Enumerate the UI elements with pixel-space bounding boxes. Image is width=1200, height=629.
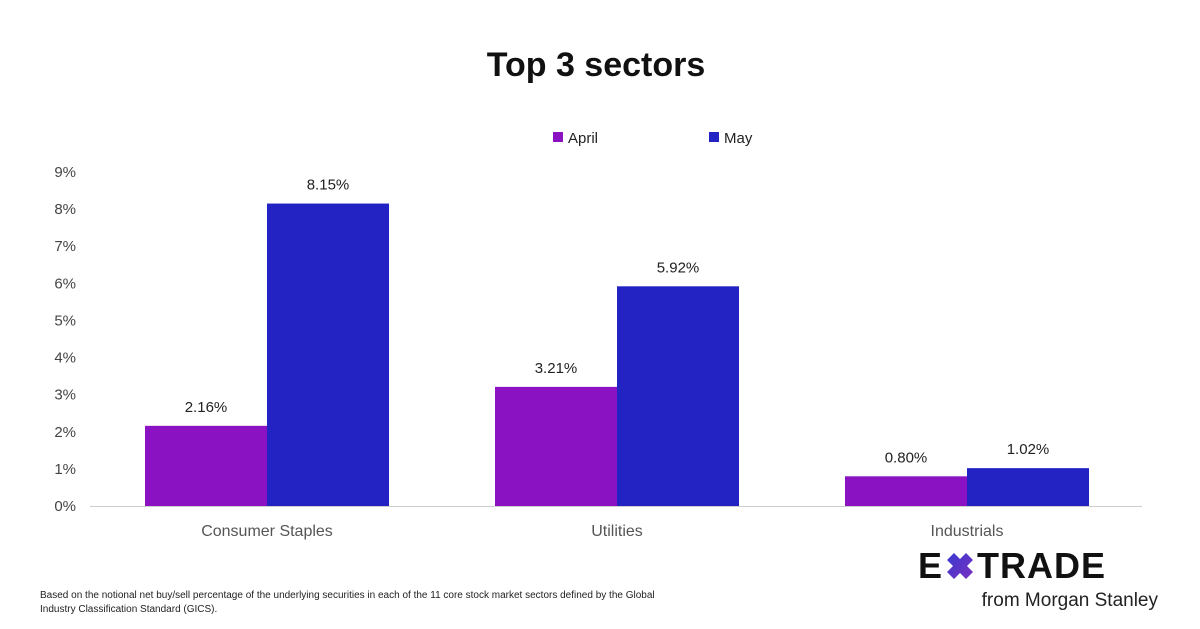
legend-label-april: April xyxy=(568,130,598,147)
legend-swatch-may xyxy=(709,132,719,142)
x-tick-label: Industrials xyxy=(931,523,1004,540)
bar-may xyxy=(967,468,1089,506)
brand-wordmark: E TRADE xyxy=(918,546,1162,586)
y-tick-label: 4% xyxy=(54,350,76,367)
y-tick-label: 6% xyxy=(54,275,76,292)
y-tick-label: 7% xyxy=(54,238,76,255)
brand-suffix: TRADE xyxy=(977,545,1107,586)
x-tick-label: Consumer Staples xyxy=(201,523,333,540)
data-label: 2.16% xyxy=(185,399,228,416)
brand-prefix: E xyxy=(918,545,944,586)
y-tick-label: 5% xyxy=(54,312,76,329)
data-label: 1.02% xyxy=(1007,441,1050,458)
legend-label-may: May xyxy=(724,130,753,147)
y-tick-label: 0% xyxy=(54,498,76,515)
y-tick-label: 9% xyxy=(54,164,76,181)
y-tick-label: 3% xyxy=(54,387,76,404)
y-axis: 0% 1% 2% 3% 4% 5% 6% 7% 8% 9% xyxy=(54,164,76,515)
star-cross-icon xyxy=(947,553,974,579)
data-label: 5.92% xyxy=(657,259,700,276)
legend: April May xyxy=(553,130,753,147)
y-tick-label: 1% xyxy=(54,461,76,478)
bars: 2.16% 8.15% 3.21% 5.92% 0.80% 1.02% xyxy=(145,177,1089,507)
y-tick-label: 8% xyxy=(54,201,76,218)
data-label: 0.80% xyxy=(885,449,928,466)
etrade-logo: E TRADE from Morgan Stanley xyxy=(918,546,1162,612)
bar-april xyxy=(495,386,617,506)
chart-title: Top 3 sectors xyxy=(487,46,706,84)
legend-swatch-april xyxy=(553,132,563,142)
bar-may xyxy=(617,286,739,506)
bar-may xyxy=(267,203,389,507)
bar-april xyxy=(145,425,267,506)
x-tick-label: Utilities xyxy=(591,523,643,540)
brand-tagline: from Morgan Stanley xyxy=(981,590,1158,611)
x-axis: Consumer Staples Utilities Industrials xyxy=(201,523,1003,540)
data-label: 8.15% xyxy=(307,177,350,194)
footnote: Based on the notional net buy/sell perce… xyxy=(40,590,655,615)
bar-april xyxy=(845,476,967,506)
y-tick-label: 2% xyxy=(54,424,76,441)
data-label: 3.21% xyxy=(535,360,578,377)
